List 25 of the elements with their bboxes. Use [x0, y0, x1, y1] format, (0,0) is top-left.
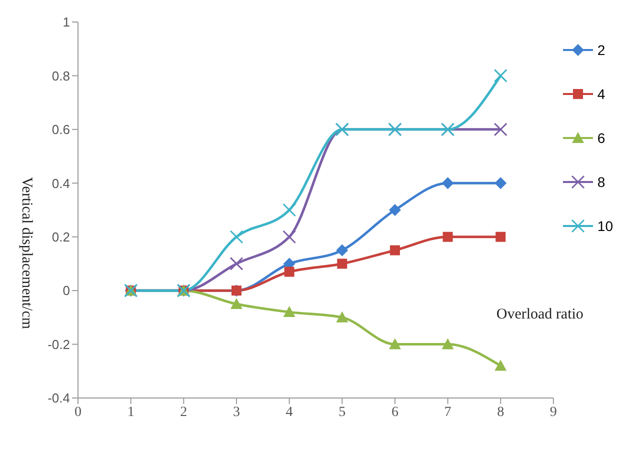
y-tick-label: 0.8 — [52, 68, 70, 84]
y-tick-label: 0.6 — [52, 122, 70, 138]
x-tick-label: 1 — [127, 404, 134, 420]
x-tick-label: 7 — [444, 404, 452, 420]
x-tick-label: 9 — [550, 404, 557, 420]
legend-label: 6 — [597, 130, 606, 146]
y-tick-label: 1 — [62, 14, 70, 30]
x-tick-label: 2 — [180, 404, 188, 420]
x-axis-title: Overload ratio — [496, 306, 584, 323]
y-tick-label: -0.4 — [48, 390, 70, 406]
legend-label: 4 — [597, 86, 606, 102]
x-tick-label: 8 — [497, 404, 504, 420]
y-tick-label: 0.2 — [52, 229, 70, 244]
y-tick-label: -0.2 — [48, 336, 70, 352]
legend-label: 10 — [597, 218, 613, 234]
x-tick-label: 6 — [391, 404, 398, 420]
legend-label: 2 — [597, 42, 606, 58]
y-tick-label: 0.4 — [52, 176, 70, 191]
x-tick-label: 5 — [338, 404, 346, 420]
x-tick-label: 0 — [74, 404, 82, 420]
legend-label: 8 — [597, 174, 606, 190]
y-axis-title: Vertical displacement/cm — [18, 177, 34, 330]
x-tick-label: 4 — [286, 404, 293, 420]
x-tick-label: 3 — [232, 404, 240, 420]
y-tick-label: 0 — [62, 283, 70, 298]
